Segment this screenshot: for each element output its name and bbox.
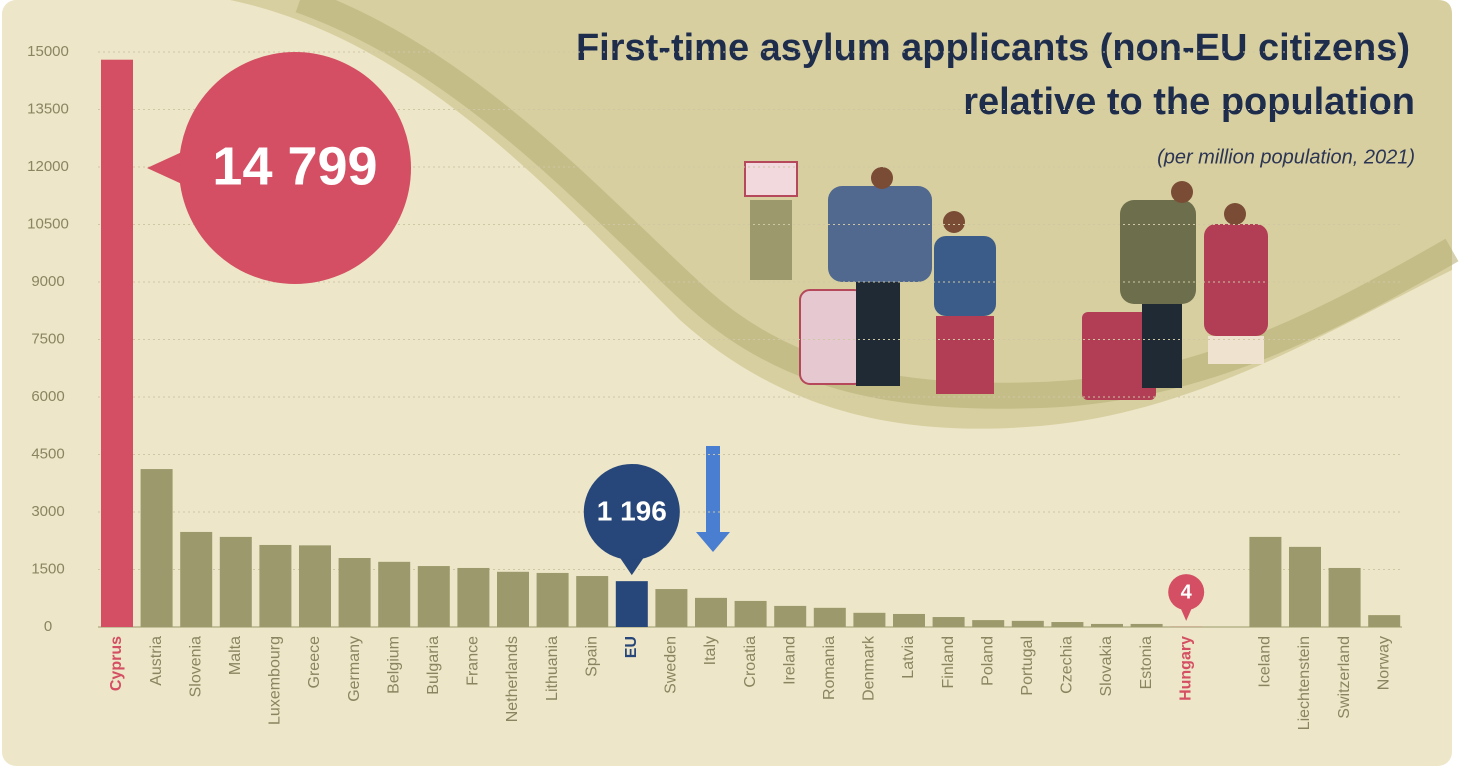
value-label: 4 [1181,581,1193,603]
bar [655,589,687,627]
bar [220,537,252,627]
x-tick-label: Malta [227,636,244,675]
x-tick-label: Greece [306,636,323,689]
x-tick-label: EU [623,636,640,658]
x-tick-label: Denmark [861,635,878,701]
chart-title: relative to the population [963,81,1415,123]
y-tick-label: 3000 [31,503,64,520]
bar [339,558,371,627]
chart-subtitle: (per million population, 2021) [1157,146,1415,168]
x-tick-label: France [465,636,482,686]
bar [378,562,410,627]
value-label: 14 799 [212,136,377,196]
bar [457,568,489,627]
bar [141,469,173,627]
x-tick-label: Bulgaria [425,636,442,695]
bar [735,601,767,627]
bar [616,581,648,627]
y-tick-label: 9000 [31,273,64,290]
x-tick-label: Czechia [1059,636,1076,694]
x-tick-label: Romania [821,636,838,700]
x-tick-label: Sweden [663,636,680,694]
x-tick-label: Germany [346,636,363,702]
y-tick-label: 7500 [31,330,64,347]
bar [695,598,727,627]
x-tick-label: Liechtenstein [1296,636,1313,730]
y-tick-label: 13500 [27,100,69,117]
value-label: 1 196 [597,495,667,526]
bar [1012,621,1044,627]
bar [1249,537,1281,627]
x-tick-label: Croatia [742,636,759,688]
bar [497,572,529,627]
bar [299,545,331,627]
x-tick-label: Lithuania [544,636,561,701]
bar [1329,568,1361,627]
x-tick-label: Estonia [1138,636,1155,689]
x-tick-label: Switzerland [1336,636,1353,719]
x-tick-label: Latvia [900,636,917,679]
x-tick-label: Italy [702,636,719,665]
bar [853,613,885,627]
bar [1091,624,1123,627]
y-tick-label: 1500 [31,560,64,577]
bar [418,566,450,627]
bar [814,608,846,627]
bar [259,545,291,627]
bar [1131,624,1163,627]
bar [893,614,925,627]
x-tick-label: Portugal [1019,636,1036,696]
x-tick-label: Belgium [385,636,402,694]
y-tick-label: 4500 [31,445,64,462]
bar [933,617,965,627]
y-tick-label: 15000 [27,43,69,60]
x-tick-label: Finland [940,636,957,688]
bar [1289,547,1321,627]
x-tick-label: Hungary [1177,636,1194,701]
bar [972,620,1004,627]
x-tick-label: Ireland [781,636,798,685]
x-tick-label: Austria [148,636,165,686]
x-tick-label: Netherlands [504,636,521,722]
x-tick-label: Luxembourg [267,636,284,725]
bar [101,60,133,627]
bar [774,606,806,627]
y-tick-label: 6000 [31,388,64,405]
bar [576,576,608,627]
bar [537,573,569,627]
x-tick-label: Norway [1375,636,1392,690]
y-tick-label: 12000 [27,158,69,175]
y-tick-label: 0 [44,618,52,635]
x-tick-label: Poland [979,636,996,686]
x-tick-label: Spain [583,636,600,677]
x-tick-label: Iceland [1257,636,1274,688]
bar [1051,622,1083,627]
x-tick-label: Cyprus [108,636,125,691]
x-tick-label: Slovenia [187,636,204,697]
y-tick-label: 10500 [27,215,69,232]
bar [1368,615,1400,627]
x-tick-label: Slovakia [1098,636,1115,697]
bar [180,532,212,627]
chart-title: First-time asylum applicants (non-EU cit… [576,27,1410,69]
